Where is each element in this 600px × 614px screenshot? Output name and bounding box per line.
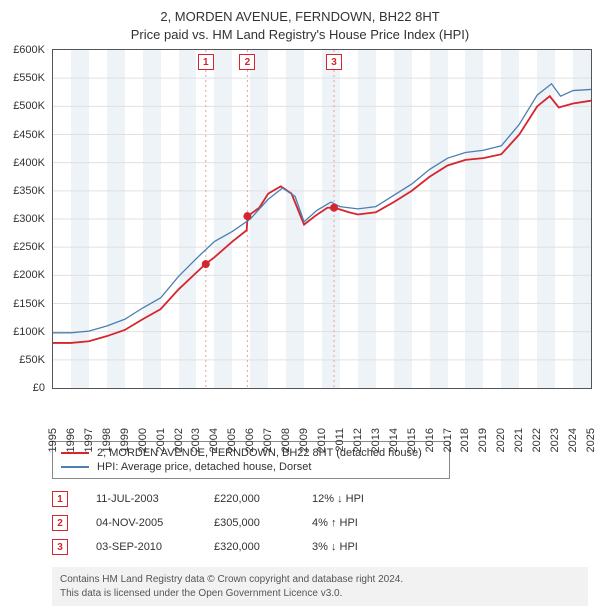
event-marker-badge: 1: [198, 54, 214, 70]
x-tick-label: 2015: [406, 428, 418, 452]
y-tick-label: £200K: [13, 269, 45, 281]
event-price: £305,000: [214, 517, 284, 529]
x-tick-label: 2022: [531, 428, 543, 452]
x-tick-label: 2019: [477, 428, 489, 452]
x-tick-label: 2014: [388, 428, 400, 452]
x-tick-label: 2020: [495, 428, 507, 452]
x-tick-label: 2007: [262, 428, 274, 452]
y-tick-label: £300K: [13, 213, 45, 225]
y-tick-label: £600K: [13, 44, 45, 56]
event-row: 1 11-JUL-2003 £220,000 12% ↓ HPI: [52, 487, 592, 511]
x-tick-label: 2018: [459, 428, 471, 452]
y-tick-label: £0: [33, 382, 45, 394]
event-marker-badge: 2: [239, 54, 255, 70]
y-tick-label: £100K: [13, 326, 45, 338]
event-marker-badge: 3: [326, 54, 342, 70]
event-row: 2 04-NOV-2005 £305,000 4% ↑ HPI: [52, 511, 592, 535]
x-tick-label: 2009: [298, 428, 310, 452]
attribution-line-2: This data is licensed under the Open Gov…: [60, 587, 580, 601]
x-tick-label: 2001: [155, 428, 167, 452]
attribution: Contains HM Land Registry data © Crown c…: [52, 567, 588, 606]
x-tick-label: 2024: [567, 428, 579, 452]
x-tick-label: 1998: [101, 428, 113, 452]
event-price: £320,000: [214, 541, 284, 553]
event-date: 11-JUL-2003: [96, 493, 186, 505]
x-tick-label: 2010: [316, 428, 328, 452]
event-delta: 3% ↓ HPI: [312, 541, 392, 553]
x-tick-label: 2017: [442, 428, 454, 452]
y-tick-label: £500K: [13, 100, 45, 112]
y-tick-label: £150K: [13, 298, 45, 310]
y-tick-label: £400K: [13, 157, 45, 169]
x-tick-label: 2003: [190, 428, 202, 452]
event-row-badge: 3: [52, 539, 68, 555]
x-tick-label: 2021: [513, 428, 525, 452]
legend-swatch: [61, 466, 89, 468]
x-tick-label: 2000: [137, 428, 149, 452]
chart-container: 2, MORDEN AVENUE, FERNDOWN, BH22 8HT Pri…: [8, 8, 592, 606]
x-tick-label: 1995: [47, 428, 59, 452]
x-tick-label: 2006: [244, 428, 256, 452]
event-delta: 12% ↓ HPI: [312, 493, 392, 505]
x-axis-ticks: 1995199619971998199920002001200220032004…: [53, 390, 591, 434]
event-delta: 4% ↑ HPI: [312, 517, 392, 529]
plot-area: £0£50K£100K£150K£200K£250K£300K£350K£400…: [52, 49, 592, 389]
legend-row: HPI: Average price, detached house, Dors…: [61, 460, 441, 474]
events-table: 1 11-JUL-2003 £220,000 12% ↓ HPI 2 04-NOV-200…: [52, 487, 592, 559]
x-tick-label: 2005: [226, 428, 238, 452]
series-hpi: [53, 84, 591, 333]
x-tick-label: 2002: [173, 428, 185, 452]
chart-titles: 2, MORDEN AVENUE, FERNDOWN, BH22 8HT Pri…: [8, 8, 592, 43]
x-tick-label: 2011: [334, 428, 346, 452]
x-tick-label: 2016: [424, 428, 436, 452]
x-tick-label: 2004: [208, 428, 220, 452]
legend-label: HPI: Average price, detached house, Dors…: [97, 461, 311, 473]
event-row-badge: 2: [52, 515, 68, 531]
x-tick-label: 2012: [352, 428, 364, 452]
event-date: 04-NOV-2005: [96, 517, 186, 529]
x-tick-label: 1997: [83, 428, 95, 452]
x-tick-label: 2013: [370, 428, 382, 452]
event-date: 03-SEP-2010: [96, 541, 186, 553]
x-tick-label: 2025: [585, 428, 597, 452]
event-price: £220,000: [214, 493, 284, 505]
title-line-2: Price paid vs. HM Land Registry's House …: [8, 26, 592, 44]
x-tick-label: 1999: [119, 428, 131, 452]
x-tick-label: 2008: [280, 428, 292, 452]
y-tick-label: £550K: [13, 72, 45, 84]
y-tick-label: £250K: [13, 241, 45, 253]
y-tick-label: £450K: [13, 129, 45, 141]
y-tick-label: £350K: [13, 185, 45, 197]
x-tick-label: 2023: [549, 428, 561, 452]
event-row-badge: 1: [52, 491, 68, 507]
event-row: 3 03-SEP-2010 £320,000 3% ↓ HPI: [52, 535, 592, 559]
plot-svg: [53, 50, 591, 388]
y-tick-label: £50K: [19, 354, 45, 366]
series-subject: [53, 96, 591, 343]
attribution-line-1: Contains HM Land Registry data © Crown c…: [60, 573, 580, 587]
y-axis-ticks: £0£50K£100K£150K£200K£250K£300K£350K£400…: [5, 50, 49, 388]
x-tick-label: 1996: [65, 428, 77, 452]
title-line-1: 2, MORDEN AVENUE, FERNDOWN, BH22 8HT: [8, 8, 592, 26]
